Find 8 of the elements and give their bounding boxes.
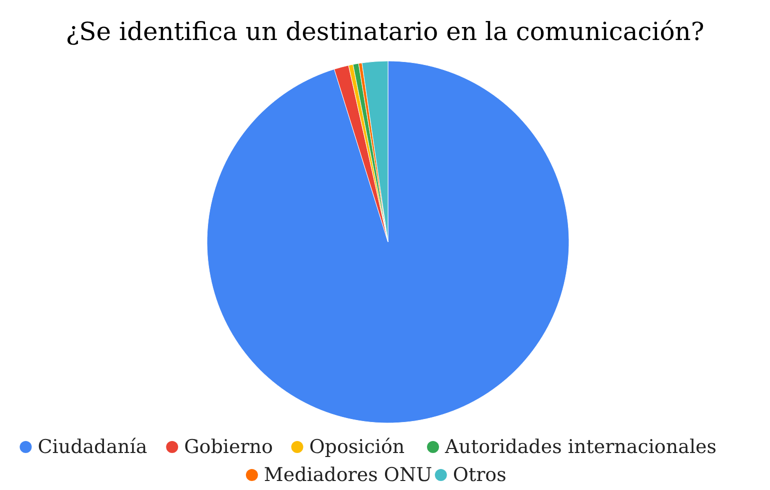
chart-title: ¿Se identifica un destinatario en la comunicación? — [66, 17, 704, 46]
legend-label: Otros — [452, 464, 506, 486]
legend-label: Gobierno — [184, 436, 273, 458]
pie-slice — [206, 60, 570, 424]
legend-label: Oposición — [309, 436, 405, 458]
legend-label: Ciudadanía — [38, 436, 148, 458]
legend-label: Autoridades internacionales — [444, 436, 717, 458]
legend-label: Mediadores ONU — [264, 464, 432, 486]
